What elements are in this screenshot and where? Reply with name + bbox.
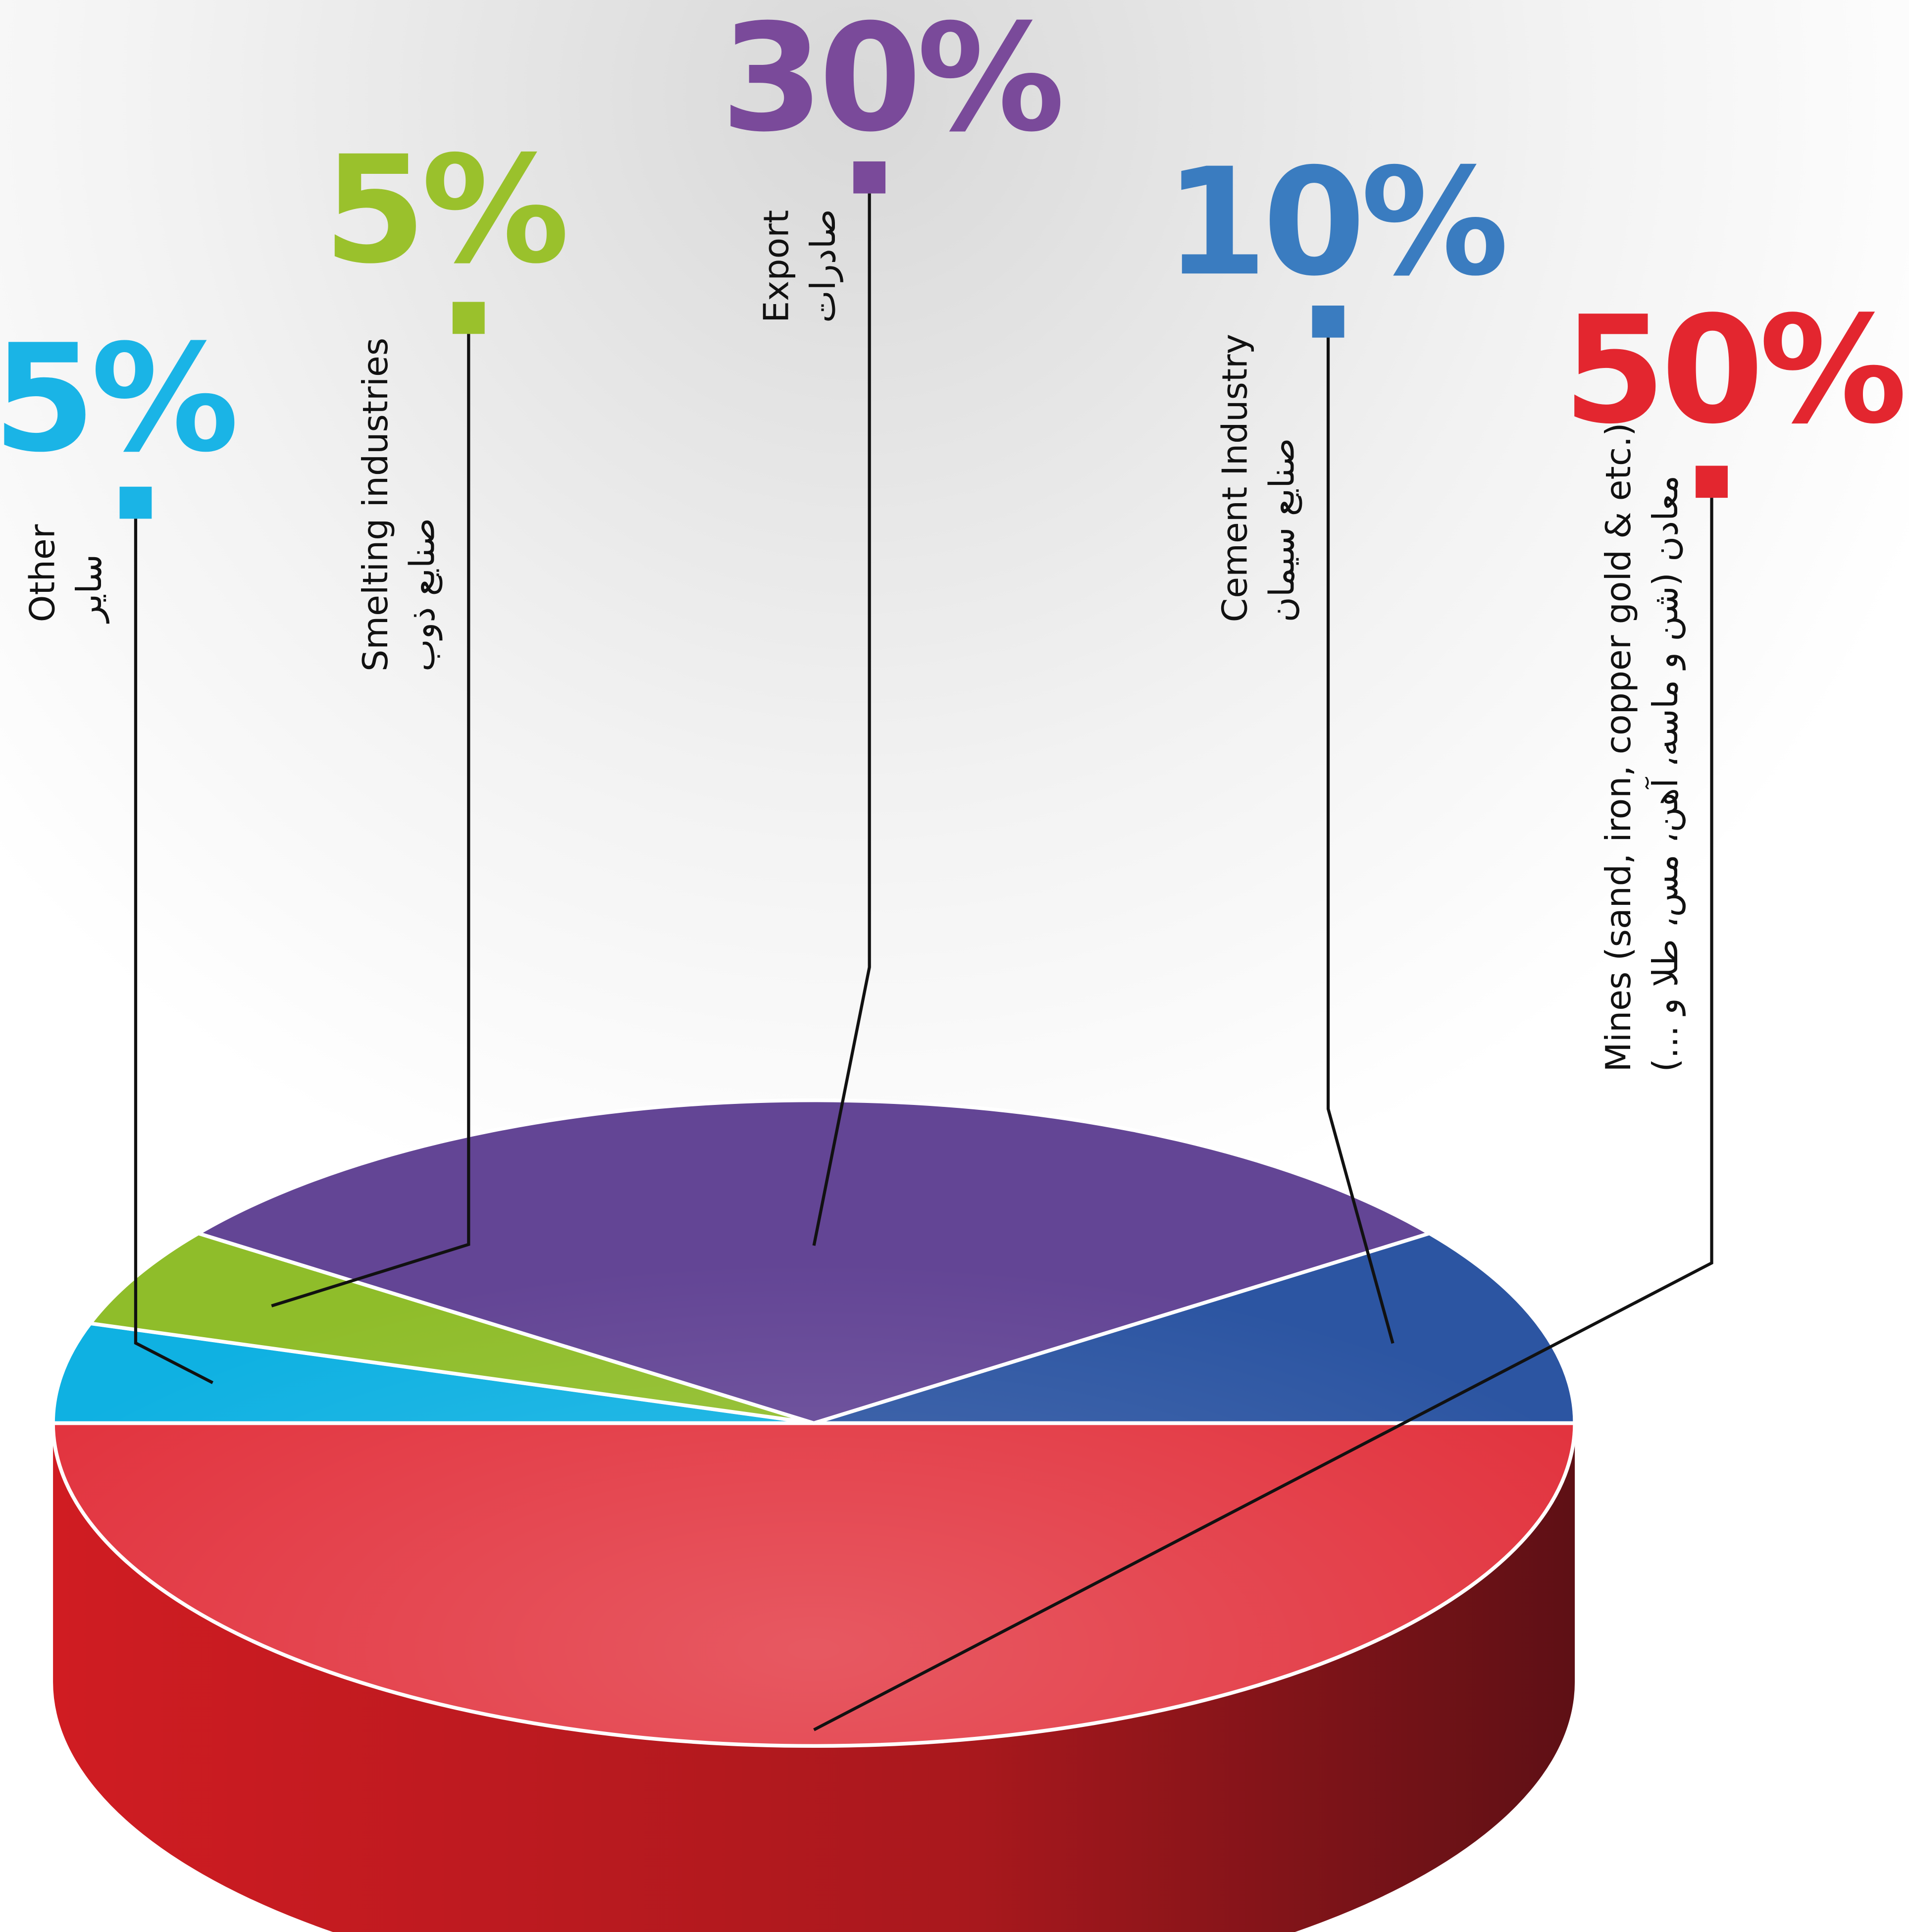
leader-line — [1326, 337, 1394, 1344]
category-label: Mines (sand, iron, copper gold & etc.) — [1599, 423, 1639, 1072]
value-label: 50% — [1563, 285, 1905, 457]
value-label: 5% — [323, 125, 567, 297]
leader-line — [134, 519, 213, 1384]
leader-line — [813, 498, 1713, 1731]
label-marker — [119, 486, 152, 519]
category-label: Smelting industries — [356, 338, 396, 672]
category-label-fa: صنایع ذوب — [403, 518, 443, 672]
label-marker — [452, 302, 485, 334]
leader-line — [812, 193, 871, 1246]
value-label: 5% — [0, 313, 237, 485]
value-label: 10% — [1165, 137, 1506, 309]
category-label: Cement Industry — [1215, 334, 1255, 622]
slice-side — [53, 1423, 1575, 1932]
label-marker — [1696, 466, 1728, 498]
label-marker — [853, 161, 886, 194]
category-label-fa: سایر — [69, 554, 109, 624]
category-label-fa: معادن (شن و ماسه، آهن، مس، طلا و ...) — [1645, 475, 1686, 1072]
leader-line — [271, 334, 470, 1307]
label-marker — [1312, 305, 1344, 338]
category-label: Other — [23, 524, 63, 622]
shine — [53, 1100, 1575, 1746]
pie — [51, 1098, 1577, 1932]
labels: 50%Mines (sand, iron, copper gold & etc.… — [0, 0, 1909, 1731]
value-label: 30% — [721, 0, 1062, 164]
category-label: Export — [756, 210, 796, 323]
category-label-fa: صنایع سیمان — [1262, 438, 1302, 622]
category-label-fa: صادرات — [803, 209, 843, 323]
